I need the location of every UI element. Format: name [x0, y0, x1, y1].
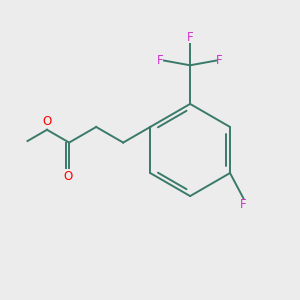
Text: O: O: [42, 115, 52, 128]
Text: F: F: [216, 54, 223, 67]
Text: F: F: [240, 198, 247, 211]
Text: O: O: [63, 169, 72, 183]
Text: F: F: [187, 31, 194, 44]
Text: F: F: [157, 54, 164, 67]
